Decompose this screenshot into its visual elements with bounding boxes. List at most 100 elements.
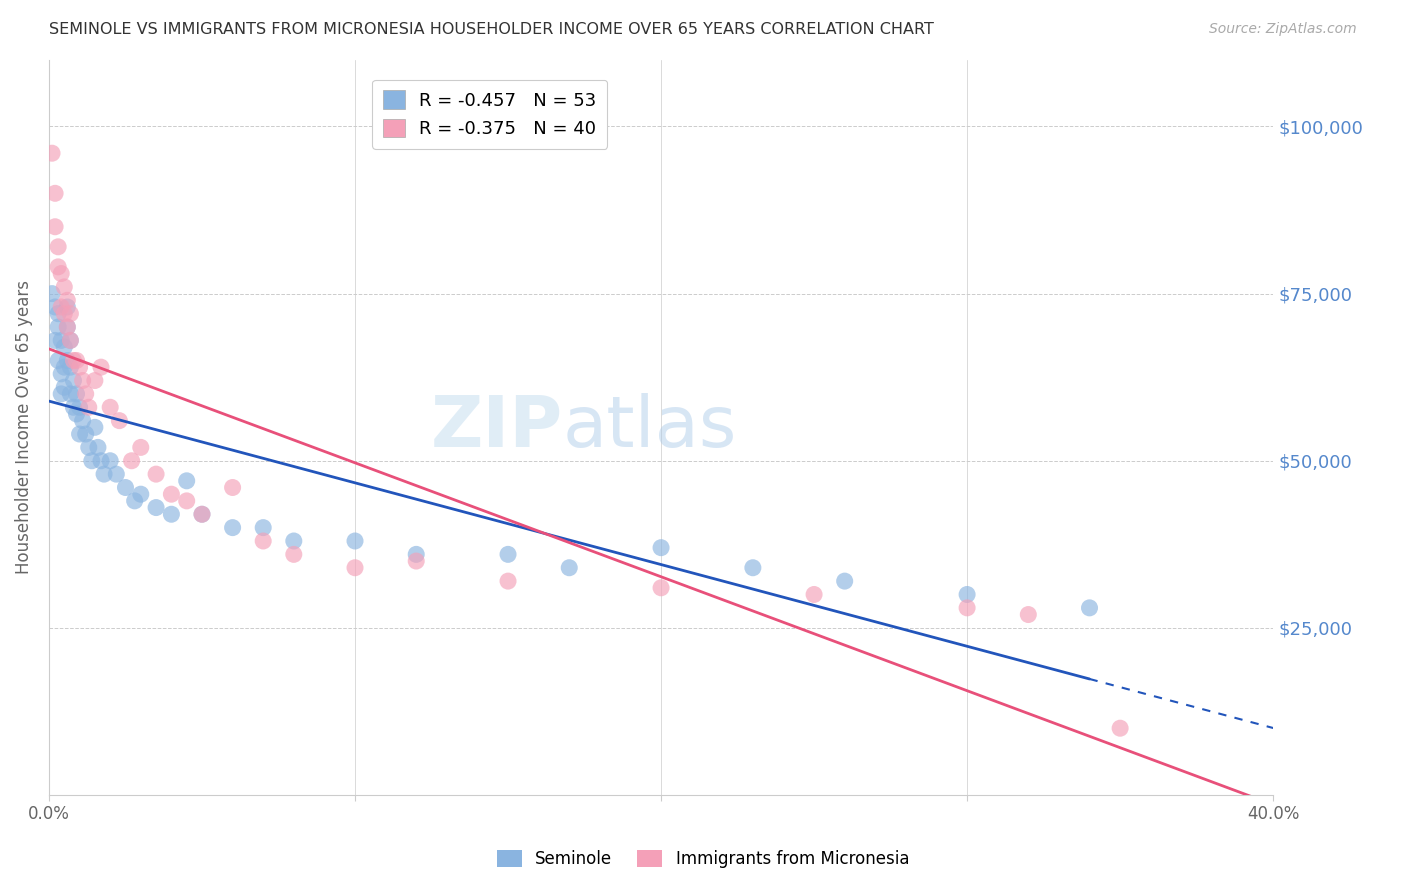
Text: ZIP: ZIP	[430, 392, 564, 462]
Point	[344, 533, 367, 548]
Point	[44, 334, 66, 348]
Point	[344, 560, 367, 574]
Point	[56, 293, 79, 308]
Point	[1017, 607, 1039, 622]
Point	[191, 508, 214, 522]
Point	[83, 420, 105, 434]
Point	[176, 474, 198, 488]
Point	[59, 307, 82, 321]
Point	[51, 367, 73, 381]
Point	[69, 401, 91, 415]
Point	[44, 186, 66, 201]
Point	[558, 560, 581, 574]
Text: Source: ZipAtlas.com: Source: ZipAtlas.com	[1209, 22, 1357, 37]
Point	[221, 521, 243, 535]
Point	[121, 454, 143, 468]
Point	[72, 414, 94, 428]
Point	[98, 401, 121, 415]
Point	[53, 360, 76, 375]
Point	[405, 554, 427, 568]
Point	[46, 320, 69, 334]
Point	[98, 454, 121, 468]
Point	[160, 508, 183, 522]
Point	[46, 260, 69, 274]
Point	[1109, 721, 1132, 735]
Point	[176, 494, 198, 508]
Point	[62, 401, 84, 415]
Point	[283, 533, 305, 548]
Point	[283, 547, 305, 561]
Point	[90, 454, 112, 468]
Point	[51, 267, 73, 281]
Point	[93, 467, 115, 482]
Point	[956, 587, 979, 601]
Point	[53, 280, 76, 294]
Point	[59, 334, 82, 348]
Point	[803, 587, 825, 601]
Point	[834, 574, 856, 588]
Point	[46, 353, 69, 368]
Point	[56, 320, 79, 334]
Point	[124, 494, 146, 508]
Point	[105, 467, 128, 482]
Legend: Seminole, Immigrants from Micronesia: Seminole, Immigrants from Micronesia	[491, 843, 915, 875]
Point	[51, 300, 73, 314]
Point	[108, 414, 131, 428]
Point	[69, 427, 91, 442]
Point	[496, 574, 519, 588]
Point	[65, 407, 87, 421]
Point	[72, 374, 94, 388]
Point	[252, 521, 274, 535]
Point	[44, 219, 66, 234]
Point	[80, 454, 103, 468]
Text: SEMINOLE VS IMMIGRANTS FROM MICRONESIA HOUSEHOLDER INCOME OVER 65 YEARS CORRELAT: SEMINOLE VS IMMIGRANTS FROM MICRONESIA H…	[49, 22, 934, 37]
Y-axis label: Householder Income Over 65 years: Householder Income Over 65 years	[15, 280, 32, 574]
Point	[75, 387, 97, 401]
Point	[51, 334, 73, 348]
Point	[41, 286, 63, 301]
Point	[51, 387, 73, 401]
Point	[62, 374, 84, 388]
Point	[65, 353, 87, 368]
Point	[41, 146, 63, 161]
Point	[129, 487, 152, 501]
Point	[145, 467, 167, 482]
Point	[129, 441, 152, 455]
Text: atlas: atlas	[564, 392, 738, 462]
Point	[191, 508, 214, 522]
Point	[83, 374, 105, 388]
Point	[59, 360, 82, 375]
Point	[405, 547, 427, 561]
Point	[53, 340, 76, 354]
Point	[77, 401, 100, 415]
Point	[160, 487, 183, 501]
Point	[69, 360, 91, 375]
Point	[46, 240, 69, 254]
Point	[56, 353, 79, 368]
Point	[1078, 600, 1101, 615]
Point	[65, 387, 87, 401]
Point	[59, 334, 82, 348]
Point	[77, 441, 100, 455]
Point	[145, 500, 167, 515]
Point	[650, 581, 672, 595]
Point	[46, 307, 69, 321]
Point	[956, 600, 979, 615]
Point	[53, 307, 76, 321]
Point	[56, 300, 79, 314]
Point	[221, 481, 243, 495]
Point	[87, 441, 110, 455]
Point	[44, 300, 66, 314]
Point	[114, 481, 136, 495]
Point	[741, 560, 763, 574]
Legend: R = -0.457   N = 53, R = -0.375   N = 40: R = -0.457 N = 53, R = -0.375 N = 40	[373, 79, 607, 149]
Point	[59, 387, 82, 401]
Point	[62, 353, 84, 368]
Point	[56, 320, 79, 334]
Point	[53, 380, 76, 394]
Point	[650, 541, 672, 555]
Point	[90, 360, 112, 375]
Point	[75, 427, 97, 442]
Point	[496, 547, 519, 561]
Point	[252, 533, 274, 548]
